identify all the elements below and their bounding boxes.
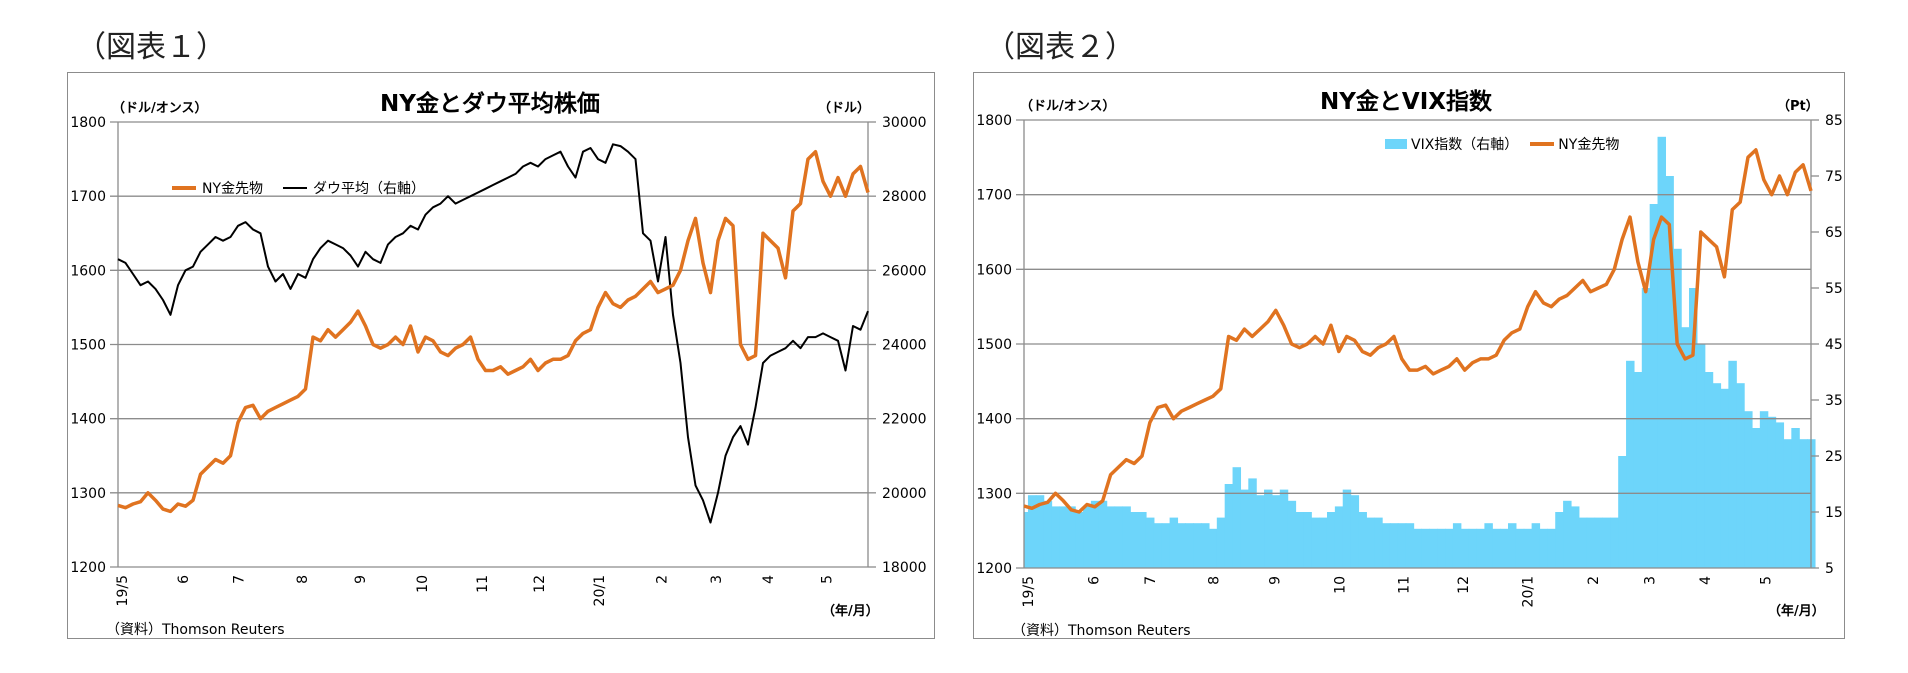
chart-1-legend: NY金先物 ダウ平均（右軸） xyxy=(172,178,425,198)
x-axis-tick: 10 xyxy=(1333,576,1349,594)
left-axis-tick: 1300 xyxy=(976,486,1012,502)
x-axis-tick: 8 xyxy=(295,575,311,584)
left-axis-tick: 1300 xyxy=(70,486,106,502)
left-axis-tick: 1600 xyxy=(70,263,106,279)
right-axis-tick: 18000 xyxy=(882,560,927,576)
left-axis-tick: 1500 xyxy=(70,338,106,354)
x-axis-tick: 6 xyxy=(176,575,192,584)
x-axis-tick: 8 xyxy=(1207,576,1223,585)
right-axis-tick: 65 xyxy=(1825,225,1843,241)
right-axis-tick: 45 xyxy=(1825,337,1843,353)
right-axis-tick: 30000 xyxy=(882,115,927,131)
chart-2-legend: VIX指数（右軸） NY金先物 xyxy=(1385,134,1619,154)
x-axis-tick: 7 xyxy=(1143,576,1159,585)
chart-1-right-unit: （ドル） xyxy=(818,101,871,116)
left-axis-tick: 1800 xyxy=(70,115,106,131)
left-axis-tick: 1400 xyxy=(976,412,1012,428)
left-axis-tick: 1600 xyxy=(976,262,1012,278)
x-axis-tick: 10 xyxy=(415,575,431,593)
left-axis-tick: 1400 xyxy=(70,412,106,428)
chart-1-left-unit: （ドル/オンス） xyxy=(112,101,208,116)
legend-label-gold-2: NY金先物 xyxy=(1558,137,1620,153)
right-axis-tick: 55 xyxy=(1825,281,1843,297)
x-axis-tick: 2 xyxy=(654,575,670,584)
x-axis-tick: 3 xyxy=(709,575,725,584)
chart-1-frame xyxy=(67,72,935,639)
left-axis-tick: 1800 xyxy=(976,113,1012,129)
right-axis-tick: 26000 xyxy=(882,263,927,279)
chart-1-source: （資料）Thomson Reuters xyxy=(106,622,285,638)
gold-line-2 xyxy=(1023,148,1813,514)
x-axis-tick: 7 xyxy=(231,575,247,584)
right-axis-tick: 22000 xyxy=(882,412,927,428)
x-axis-tick: 19/5 xyxy=(1021,576,1037,607)
x-axis-tick: 9 xyxy=(1267,576,1283,585)
chart-2-left-unit: （ドル/オンス） xyxy=(1020,99,1116,114)
legend-label-gold: NY金先物 xyxy=(202,181,264,197)
left-axis-tick: 1200 xyxy=(976,561,1012,577)
left-axis-tick: 1700 xyxy=(70,189,106,205)
left-axis-tick: 1700 xyxy=(976,188,1012,204)
x-axis-tick: 12 xyxy=(1456,576,1472,594)
legend-swatch-vix xyxy=(1385,139,1407,149)
x-axis-tick: 11 xyxy=(1396,576,1412,594)
figure-2-label: （図表２） xyxy=(985,30,1135,65)
legend-label-vix: VIX指数（右軸） xyxy=(1411,137,1519,153)
vix-bars xyxy=(1024,136,1816,569)
x-axis-tick: 5 xyxy=(1758,576,1774,585)
x-axis-tick: 3 xyxy=(1643,576,1659,585)
right-axis-tick: 75 xyxy=(1825,169,1843,185)
x-axis-tick: 19/5 xyxy=(115,575,131,606)
x-axis-tick: 20/1 xyxy=(1521,576,1537,607)
right-axis-tick: 24000 xyxy=(882,338,927,354)
dow-line xyxy=(117,143,869,524)
left-axis-tick: 1500 xyxy=(976,337,1012,353)
x-axis-tick: 6 xyxy=(1086,576,1102,585)
x-axis-tick: 4 xyxy=(761,575,777,584)
right-axis-tick: 25 xyxy=(1825,449,1843,465)
chart-2-title: NY金とVIX指数 xyxy=(1320,89,1492,115)
right-axis-tick: 85 xyxy=(1825,113,1843,129)
x-axis-tick: 11 xyxy=(475,575,491,593)
right-axis-tick: 20000 xyxy=(882,486,927,502)
x-axis-tick: 2 xyxy=(1586,576,1602,585)
chart-2-source: （資料）Thomson Reuters xyxy=(1012,623,1191,639)
legend-label-dow: ダウ平均（右軸） xyxy=(313,181,426,197)
chart-2-x-unit: （年/月） xyxy=(1768,604,1825,619)
gold-line xyxy=(117,149,870,514)
right-axis-tick: 5 xyxy=(1825,561,1834,577)
legend-swatch-gold-2 xyxy=(1530,142,1555,146)
chart-1-x-unit: （年/月） xyxy=(822,604,879,619)
x-axis-tick: 12 xyxy=(532,575,548,593)
x-axis-tick: 4 xyxy=(1698,576,1714,585)
chart-1-title: NY金とダウ平均株価 xyxy=(380,91,600,117)
right-axis-tick: 35 xyxy=(1825,393,1843,409)
right-axis-tick: 15 xyxy=(1825,505,1843,521)
x-axis-tick: 5 xyxy=(819,575,835,584)
figure-1-label: （図表１） xyxy=(76,30,226,65)
left-axis-tick: 1200 xyxy=(70,560,106,576)
legend-swatch-dow xyxy=(283,187,308,189)
chart-2-right-unit: （Pt） xyxy=(1777,99,1819,114)
right-axis-tick: 28000 xyxy=(882,189,927,205)
legend-swatch-gold xyxy=(172,186,196,190)
x-axis-tick: 20/1 xyxy=(592,575,608,606)
x-axis-tick: 9 xyxy=(353,575,369,584)
